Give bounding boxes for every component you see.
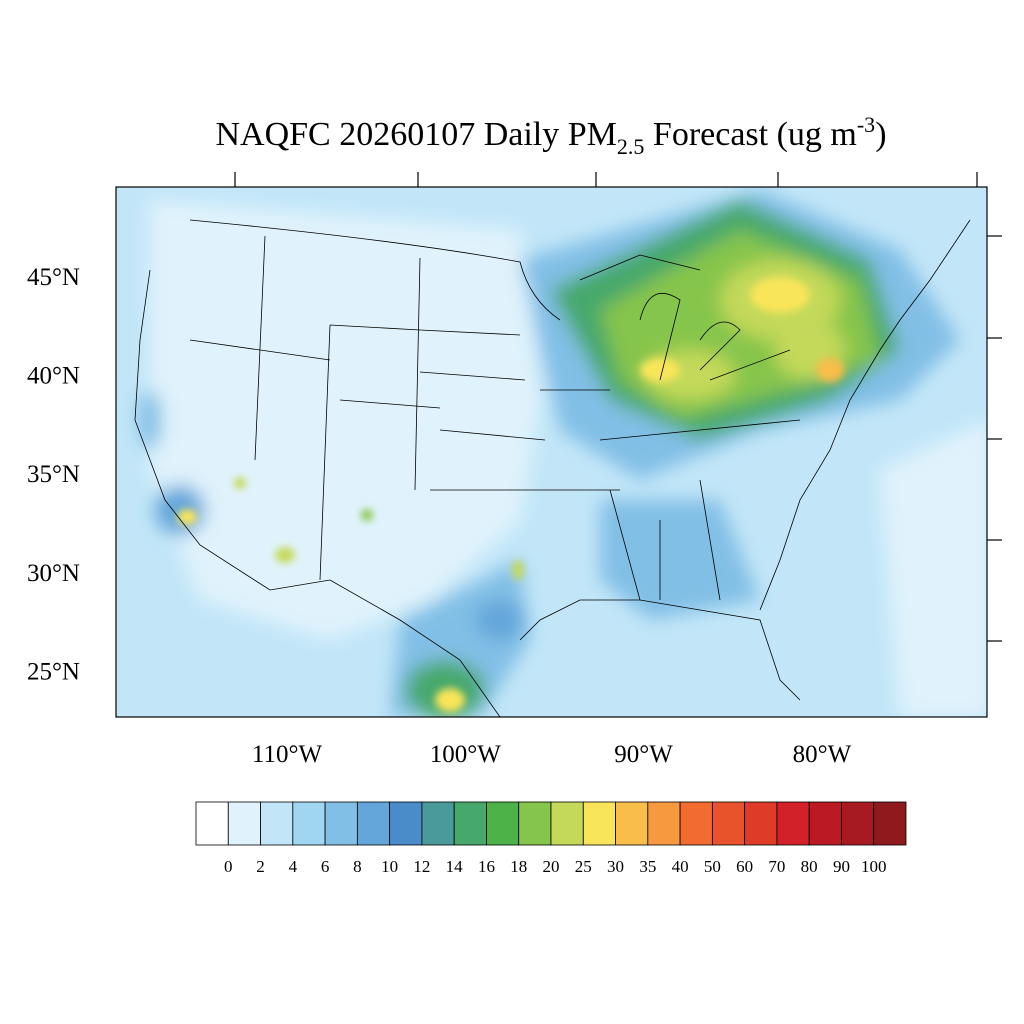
colorbar-box [518,801,552,846]
colorbar-box [873,801,907,846]
colorbar-label: 60 [736,857,753,876]
colorbar-label: 40 [672,857,689,876]
lon-label: 100°W [430,741,501,768]
colorbar-label: 6 [321,857,330,876]
colorbar-box [679,801,713,846]
colorbar-label: 14 [446,857,464,876]
title-text: ) [875,116,886,153]
colorbar-label: 70 [768,857,785,876]
colorbar-label: 30 [607,857,624,876]
colorbar-box [292,801,326,846]
lon-label: 110°W [252,741,323,768]
colorbar-box [776,801,810,846]
field-hotspots [177,277,844,712]
colorbar-label: 4 [289,857,298,876]
lat-label: 45°N [27,264,80,291]
colorbar-box [647,801,681,846]
colorbar-label: 0 [224,857,233,876]
borders [134,219,971,717]
colorbar-label: 18 [510,857,527,876]
title-sub: 2.5 [617,134,645,159]
title: NAQFC 20260107 Daily PM2.5 Forecast (ug … [215,112,886,159]
colorbar-box [486,801,520,846]
colorbar-label: 10 [381,857,398,876]
colorbar-box [582,801,616,846]
colorbar-label: 8 [353,857,362,876]
colorbar-box [808,801,842,846]
lat-label: 35°N [27,461,80,488]
colorbar: 0 2 4 6 8 10 12 14 16 18 20 25 30 35 40 50 60 70 80 90 100 [195,801,907,876]
axis-labels: 45°N 40°N 35°N 30°N 25°N 110°W 100°W 90°W 80°W [27,264,852,768]
colorbar-box [615,801,649,846]
colorbar-label: 50 [704,857,721,876]
lat-label: 30°N [27,560,80,587]
colorbar-box [356,801,391,846]
colorbar-box [711,801,746,846]
colorbar-box [453,801,487,846]
colorbar-box [421,801,455,846]
colorbar-label: 2 [256,857,265,876]
colorbar-box [841,801,875,846]
map-frame [115,186,988,718]
title-text: Forecast (ug m [644,116,856,153]
map-field [116,187,987,717]
colorbar-label: 20 [543,857,560,876]
colorbar-label: 35 [639,857,656,876]
colorbar-label: 12 [413,857,430,876]
frame-ticks [234,172,1002,642]
lat-label: 40°N [27,363,80,390]
colorbar-box [260,801,294,846]
title-sup: -3 [857,112,875,137]
title-text: NAQFC 20260107 Daily PM [215,116,616,153]
lon-label: 90°W [614,741,673,768]
colorbar-label: 16 [478,857,495,876]
colorbar-box [389,801,423,846]
colorbar-label: 25 [575,857,592,876]
colorbar-label: 90 [833,857,850,876]
lat-label: 25°N [27,658,80,685]
colorbar-box [227,801,261,846]
field-shading [138,190,987,717]
colorbar-box [195,801,229,846]
colorbar-label: 80 [801,857,818,876]
colorbar-box [550,801,584,846]
lon-label: 80°W [793,741,852,768]
colorbar-label: 100 [861,857,887,876]
colorbar-box [324,801,358,846]
colorbar-box [744,801,778,846]
